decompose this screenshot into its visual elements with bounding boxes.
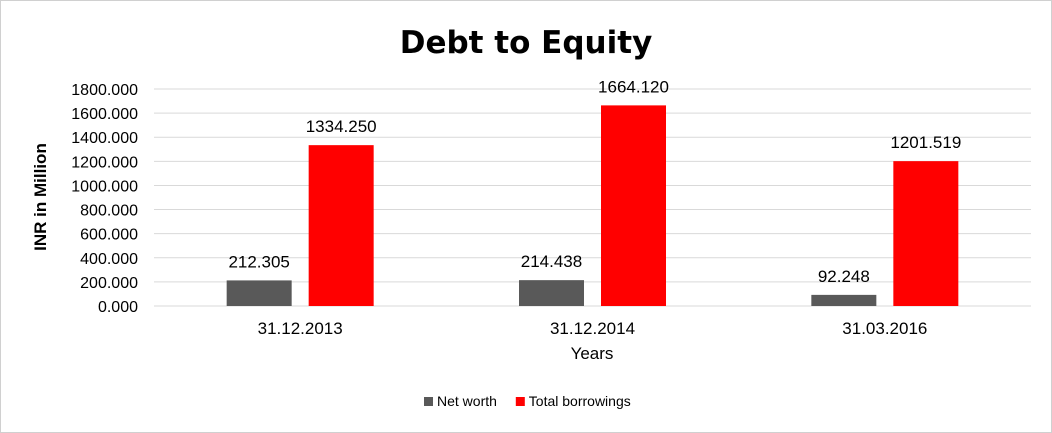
- bars: [226, 105, 959, 306]
- y-tick-label: 1600.000: [71, 106, 138, 123]
- y-tick-label: 600.000: [80, 227, 138, 244]
- bar-total-borrowings: [893, 161, 959, 306]
- data-label: 214.438: [521, 252, 582, 271]
- bar-net-worth: [226, 280, 292, 306]
- y-axis-ticks: 0.000 200.000 400.000 600.000 800.000 1000.00…: [71, 82, 138, 316]
- data-labels: 212.305 1334.250 214.438 1664.120 92.248 1201…: [228, 77, 961, 285]
- bar-net-worth: [811, 294, 877, 306]
- data-label: 92.248: [818, 267, 870, 286]
- bar-total-borrowings: [308, 145, 374, 306]
- gridlines: [154, 88, 1031, 307]
- y-tick-label: 800.000: [80, 203, 138, 220]
- y-tick-label: 1200.000: [71, 154, 138, 171]
- bar-total-borrowings: [601, 105, 666, 306]
- y-tick-label: 200.000: [80, 275, 138, 292]
- bar-net-worth: [519, 280, 584, 306]
- data-label: 1201.519: [890, 133, 961, 152]
- y-tick-label: 1800.000: [71, 82, 138, 99]
- legend-label: Net worth: [437, 393, 497, 409]
- y-axis-title: INR in Million: [31, 143, 50, 251]
- data-label: 212.305: [228, 252, 289, 271]
- y-tick-label: 400.000: [80, 251, 138, 268]
- data-label: 1334.250: [306, 117, 377, 136]
- x-tick-label: 31.03.2016: [842, 319, 927, 338]
- legend-swatch: [424, 397, 433, 406]
- legend-swatch: [515, 397, 525, 406]
- y-tick-label: 0.000: [98, 299, 138, 316]
- data-label: 1664.120: [598, 77, 669, 96]
- x-tick-label: 31.12.2013: [258, 319, 343, 338]
- chart-title: Debt to Equity: [400, 25, 653, 61]
- y-tick-label: 1000.000: [71, 178, 138, 195]
- legend: Net worth Total borrowings: [424, 393, 631, 409]
- y-tick-label: 1400.000: [71, 130, 138, 147]
- x-tick-label: 31.12.2014: [550, 319, 635, 338]
- legend-label: Total borrowings: [529, 393, 631, 409]
- x-axis-categories: 31.12.2013 31.12.2014 31.03.2016: [258, 319, 928, 338]
- x-axis-title: Years: [571, 344, 614, 363]
